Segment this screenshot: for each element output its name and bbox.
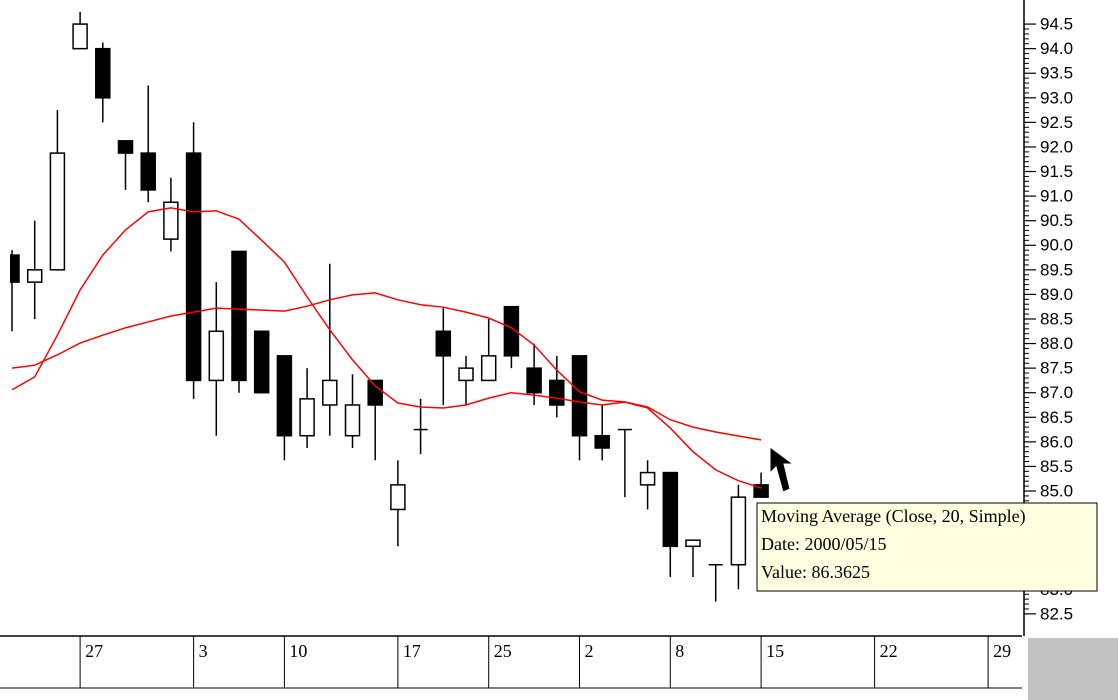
candle-body bbox=[322, 379, 338, 406]
y-tick-label: 93.5 bbox=[1040, 64, 1073, 83]
candle-body bbox=[639, 471, 656, 486]
tooltip-title: Moving Average (Close, 20, Simple) bbox=[761, 506, 1026, 527]
y-tick-label: 88.0 bbox=[1040, 334, 1073, 353]
y-tick-label: 88.5 bbox=[1040, 309, 1073, 328]
candle-body bbox=[390, 484, 406, 511]
candle-body bbox=[140, 152, 156, 191]
candle-body bbox=[117, 140, 134, 154]
x-tick-label: 3 bbox=[199, 641, 208, 661]
candle-body bbox=[253, 330, 270, 394]
candle-body bbox=[685, 539, 701, 548]
candle-body bbox=[435, 330, 452, 357]
x-tick-label: 2 bbox=[585, 641, 594, 661]
candle-body bbox=[208, 330, 225, 382]
candle-body bbox=[95, 47, 111, 99]
candle-body bbox=[503, 305, 520, 357]
y-tick-label: 92.5 bbox=[1040, 113, 1073, 132]
candle-body bbox=[571, 355, 588, 437]
candle-body bbox=[163, 201, 179, 240]
y-tick-label: 94.5 bbox=[1040, 15, 1073, 34]
axes: 82.583.083.584.084.585.085.586.086.587.0… bbox=[79, 15, 1073, 688]
y-tick-label: 82.5 bbox=[1040, 604, 1073, 623]
tooltip-value: Value: 86.3625 bbox=[761, 562, 870, 582]
x-tick-label: 29 bbox=[993, 641, 1011, 661]
y-tick-label: 90.5 bbox=[1040, 211, 1073, 230]
tooltip-date: Date: 2000/05/15 bbox=[761, 534, 886, 554]
y-tick-label: 93.0 bbox=[1040, 88, 1073, 107]
mouse-cursor bbox=[769, 446, 795, 493]
candle-body bbox=[753, 484, 769, 498]
tooltip-box bbox=[756, 502, 1098, 592]
x-tick-label: 25 bbox=[494, 641, 512, 661]
x-tick-label: 10 bbox=[289, 641, 307, 661]
candle-body bbox=[526, 367, 542, 394]
y-tick-label: 85.5 bbox=[1040, 457, 1073, 476]
x-tick-label: 22 bbox=[880, 641, 898, 661]
candle-body bbox=[72, 23, 88, 50]
candle-body bbox=[662, 471, 679, 548]
candle-body bbox=[185, 152, 202, 382]
y-tick-label: 86.0 bbox=[1040, 432, 1073, 451]
y-tick-label: 89.5 bbox=[1040, 260, 1073, 279]
y-tick-label: 87.0 bbox=[1040, 383, 1073, 402]
x-tick-label: 27 bbox=[85, 641, 103, 661]
candle-body bbox=[276, 355, 293, 437]
candle-body bbox=[594, 434, 610, 449]
candle-body bbox=[730, 496, 747, 566]
y-tick-label: 86.5 bbox=[1040, 408, 1073, 427]
candle-body bbox=[344, 404, 361, 437]
y-tick-label: 92.0 bbox=[1040, 137, 1073, 156]
candle-body bbox=[367, 379, 383, 406]
candle-body bbox=[231, 250, 247, 382]
x-tick-label: 15 bbox=[766, 641, 784, 661]
y-tick-label: 85.0 bbox=[1040, 481, 1073, 500]
plot-area bbox=[10, 11, 769, 602]
y-tick-label: 91.0 bbox=[1040, 187, 1073, 206]
y-tick-label: 87.5 bbox=[1040, 359, 1073, 378]
tooltip: Moving Average (Close, 20, Simple) Date:… bbox=[756, 502, 1098, 592]
candle-body bbox=[458, 367, 474, 382]
candle-body bbox=[299, 398, 315, 437]
corner-box bbox=[1028, 638, 1118, 700]
candle-body bbox=[26, 269, 43, 283]
y-tick-label: 89.0 bbox=[1040, 285, 1073, 304]
y-tick-label: 91.5 bbox=[1040, 162, 1073, 181]
candle-body bbox=[480, 355, 497, 382]
moving-average-line bbox=[11, 207, 762, 489]
y-tick-label: 94.0 bbox=[1040, 39, 1073, 58]
y-tick-label: 90.0 bbox=[1040, 236, 1073, 255]
x-tick-label: 8 bbox=[675, 641, 684, 661]
candle-body bbox=[549, 379, 565, 406]
x-tick-label: 17 bbox=[403, 641, 421, 661]
candle-body bbox=[10, 254, 20, 283]
candle-body bbox=[49, 152, 66, 271]
